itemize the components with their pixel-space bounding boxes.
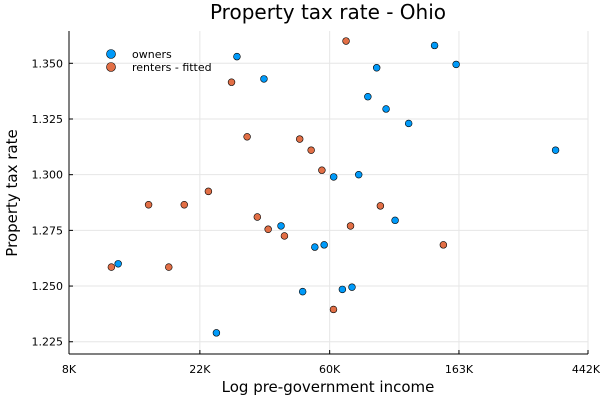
legend-label: renters - fitted [132,61,212,74]
data-point [404,119,413,128]
y-tick-label: 1.225 [32,336,64,349]
data-point [253,213,262,221]
data-point [260,75,268,83]
y-tick-label: 1.300 [32,169,64,182]
data-point [346,222,355,230]
data-point [318,166,326,174]
tick-labels: 8K 22K 60K 163K 442K 1.225 1.250 1.275 1.300 1.32… [32,57,600,376]
data-point [439,241,448,249]
legend-label: owners [132,48,172,61]
x-tick-label: 163K [445,363,474,376]
series-0 [114,41,560,337]
x-tick-label: 442K [572,363,600,376]
data-point [391,216,399,225]
x-axis-label: Log pre-government income [222,378,435,396]
data-point [204,187,213,196]
y-tick-label: 1.325 [32,113,64,126]
data-point [296,135,304,143]
data-point [452,60,460,69]
data-point [165,263,173,271]
data-point [372,64,381,72]
data-point [277,222,285,230]
legend-marker [106,62,116,72]
y-tick-label: 1.250 [32,280,64,293]
y-tick-label: 1.350 [32,57,64,70]
y-tick-label: 1.275 [32,224,64,237]
data-point [342,37,350,45]
data-point [264,225,272,233]
data-point [376,202,385,210]
chart-title: Property tax rate - Ohio [210,0,446,24]
data-point [320,241,328,249]
data-point [243,133,251,141]
axes [68,31,588,355]
data-point [233,52,241,61]
data-point [364,93,372,101]
data-points [107,37,560,337]
data-point [114,260,122,268]
data-point [227,78,236,86]
data-point [311,243,319,251]
data-point [382,105,390,113]
data-point [348,283,356,291]
x-tick-label: 8K [62,363,77,376]
data-point [354,170,363,179]
data-point [212,329,221,337]
legend-marker [106,49,116,59]
data-point [551,146,560,154]
grid [68,31,589,354]
data-point [144,201,153,209]
x-tick-label: 60K [319,363,341,376]
data-point [338,285,347,294]
series-1 [107,37,448,314]
data-point [280,232,289,240]
data-point [107,263,116,271]
data-point [307,146,315,154]
data-point [180,201,188,209]
y-axis-label: Property tax rate [3,129,21,256]
data-point [430,41,439,50]
data-point [329,305,338,314]
x-tick-label: 22K [189,363,211,376]
data-point [298,287,307,296]
data-point [329,173,338,181]
